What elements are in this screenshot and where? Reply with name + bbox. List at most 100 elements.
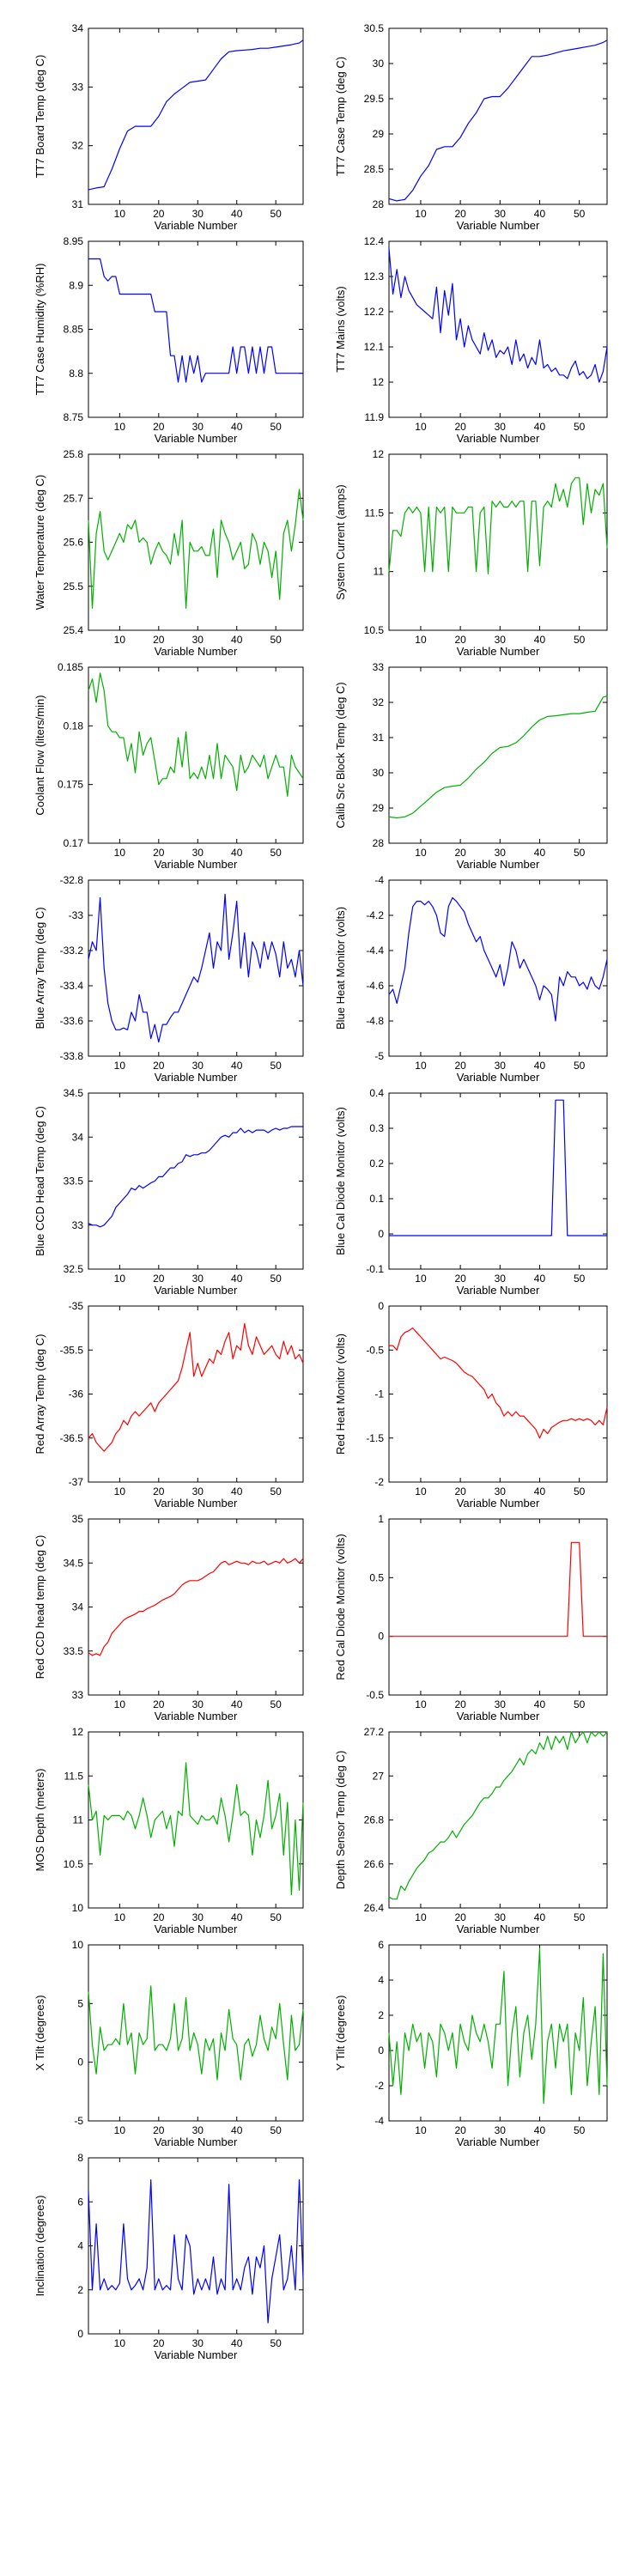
x-axis-label: Variable Number [155, 2348, 238, 2361]
plot-frame [388, 1305, 608, 1483]
plot-frame [88, 240, 304, 418]
plot-frame [88, 27, 304, 205]
y-tick-label: 26.8 [364, 1814, 385, 1826]
plot-frame [88, 879, 304, 1057]
x-tick-label: 40 [534, 1060, 546, 1072]
x-tick-label: 20 [454, 208, 466, 220]
x-tick-label: 50 [574, 1698, 586, 1710]
y-tick-label: 11 [374, 566, 385, 578]
x-axis-label: Variable Number [457, 1710, 540, 1722]
y-tick-label: 33.5 [64, 1176, 84, 1188]
y-tick-label: 34 [72, 1131, 84, 1143]
chart-panel: -2 -1.5 -1 -0.5 0 10 20 30 40 50 Variable Number Re… [334, 1300, 608, 1510]
x-tick-label: 20 [153, 1698, 165, 1710]
y-tick-label: 11.5 [64, 1770, 84, 1782]
y-tick-label: 25.7 [64, 492, 84, 504]
x-tick-label: 50 [574, 2124, 586, 2136]
x-axis-label: Variable Number [457, 645, 540, 658]
x-tick-label: 50 [574, 1273, 586, 1285]
plot-frame [88, 453, 304, 631]
x-tick-label: 10 [114, 1273, 126, 1285]
x-tick-label: 10 [114, 2124, 126, 2136]
x-tick-label: 20 [153, 634, 165, 646]
series-line [88, 1126, 303, 1228]
x-tick-label: 10 [114, 1698, 126, 1710]
y-tick-label: 25.8 [64, 448, 84, 460]
x-tick-label: 10 [415, 847, 427, 859]
y-tick-label: 26.4 [364, 1902, 385, 1914]
x-axis-label: Variable Number [155, 2136, 238, 2148]
x-axis-label: Variable Number [155, 1710, 238, 1722]
x-tick-label: 20 [454, 847, 466, 859]
y-axis-label: Y Tilt (degrees) [334, 1996, 347, 2071]
y-tick-label: 0 [378, 1228, 384, 1240]
y-tick-label: 0.4 [369, 1087, 384, 1099]
x-tick-label: 10 [415, 2124, 427, 2136]
x-tick-label: 30 [192, 1485, 204, 1498]
y-tick-label: 33.5 [64, 1645, 84, 1657]
x-tick-label: 30 [192, 208, 204, 220]
y-tick-label: 35 [72, 1513, 84, 1525]
x-axis-label: Variable Number [457, 1071, 540, 1084]
x-tick-label: 30 [495, 847, 507, 859]
y-tick-label: 6 [77, 2196, 83, 2208]
chart-panel: 32.5 33 33.5 34 34.5 10 20 30 40 50 Variable Numbe… [33, 1087, 304, 1297]
y-tick-label: 25.6 [64, 537, 84, 549]
y-tick-label: 28 [373, 837, 385, 849]
y-tick-label: 33 [373, 661, 385, 673]
x-tick-label: 10 [114, 1485, 126, 1498]
y-tick-label: 28.5 [364, 163, 385, 175]
x-tick-label: 40 [231, 1698, 243, 1710]
y-tick-label: 0 [378, 1631, 384, 1643]
y-tick-label: 1 [378, 1513, 384, 1525]
x-tick-label: 10 [114, 634, 126, 646]
y-tick-label: 29.5 [364, 93, 385, 105]
x-tick-label: 20 [153, 1911, 165, 1923]
y-tick-label: 8.85 [64, 324, 84, 336]
x-tick-label: 50 [270, 1273, 283, 1285]
x-tick-label: 40 [534, 2124, 546, 2136]
x-tick-label: 50 [270, 1060, 283, 1072]
plot-frame [88, 1305, 304, 1483]
y-tick-label: -33.8 [60, 1050, 84, 1062]
x-tick-label: 30 [192, 2124, 204, 2136]
y-tick-label: 2 [77, 2284, 83, 2296]
x-tick-label: 10 [114, 421, 126, 433]
x-tick-label: 50 [270, 847, 283, 859]
y-tick-label: 8.95 [64, 235, 84, 247]
y-tick-label: 10.5 [364, 624, 385, 636]
y-tick-label: 31 [72, 198, 84, 210]
series-line [388, 1947, 608, 2105]
series-line [388, 248, 608, 383]
y-axis-label: Red CCD head temp (deg C) [33, 1535, 46, 1680]
chart-panel: 31 32 33 34 10 20 30 40 50 Variable Number TT7 Boa… [33, 22, 304, 232]
y-axis-label: Red Array Temp (deg C) [33, 1334, 46, 1455]
y-tick-label: 6 [378, 1939, 384, 1951]
y-tick-label: -5 [374, 1050, 384, 1062]
y-tick-label: 29 [373, 128, 385, 140]
x-axis-label: Variable Number [155, 1923, 238, 1935]
x-tick-label: 50 [574, 421, 586, 433]
chart-panel: -5 0 5 10 10 20 30 40 50 Variable Number X Tilt (d… [33, 1939, 304, 2148]
x-tick-label: 50 [574, 634, 586, 646]
y-tick-label: 32.5 [64, 1263, 84, 1275]
y-tick-label: 2 [378, 2009, 384, 2021]
y-tick-label: 0 [77, 2057, 83, 2069]
x-axis-label: Variable Number [457, 219, 540, 232]
series-line [88, 1762, 304, 1896]
x-tick-label: 30 [192, 1698, 204, 1710]
y-tick-label: 27 [373, 1770, 385, 1782]
y-tick-label: 0.3 [369, 1122, 384, 1134]
series-line [88, 258, 303, 383]
x-tick-label: 50 [270, 2337, 283, 2349]
x-tick-label: 50 [574, 1485, 586, 1498]
x-tick-label: 10 [415, 634, 427, 646]
y-tick-label: 34 [72, 1601, 84, 1613]
plot-frame [388, 1731, 608, 1909]
y-tick-label: 12.1 [364, 341, 385, 353]
y-tick-label: 31 [373, 732, 385, 744]
y-tick-label: 25.5 [64, 580, 84, 592]
x-tick-label: 40 [231, 2124, 243, 2136]
series-line [388, 39, 608, 202]
y-tick-label: 29 [373, 802, 385, 814]
